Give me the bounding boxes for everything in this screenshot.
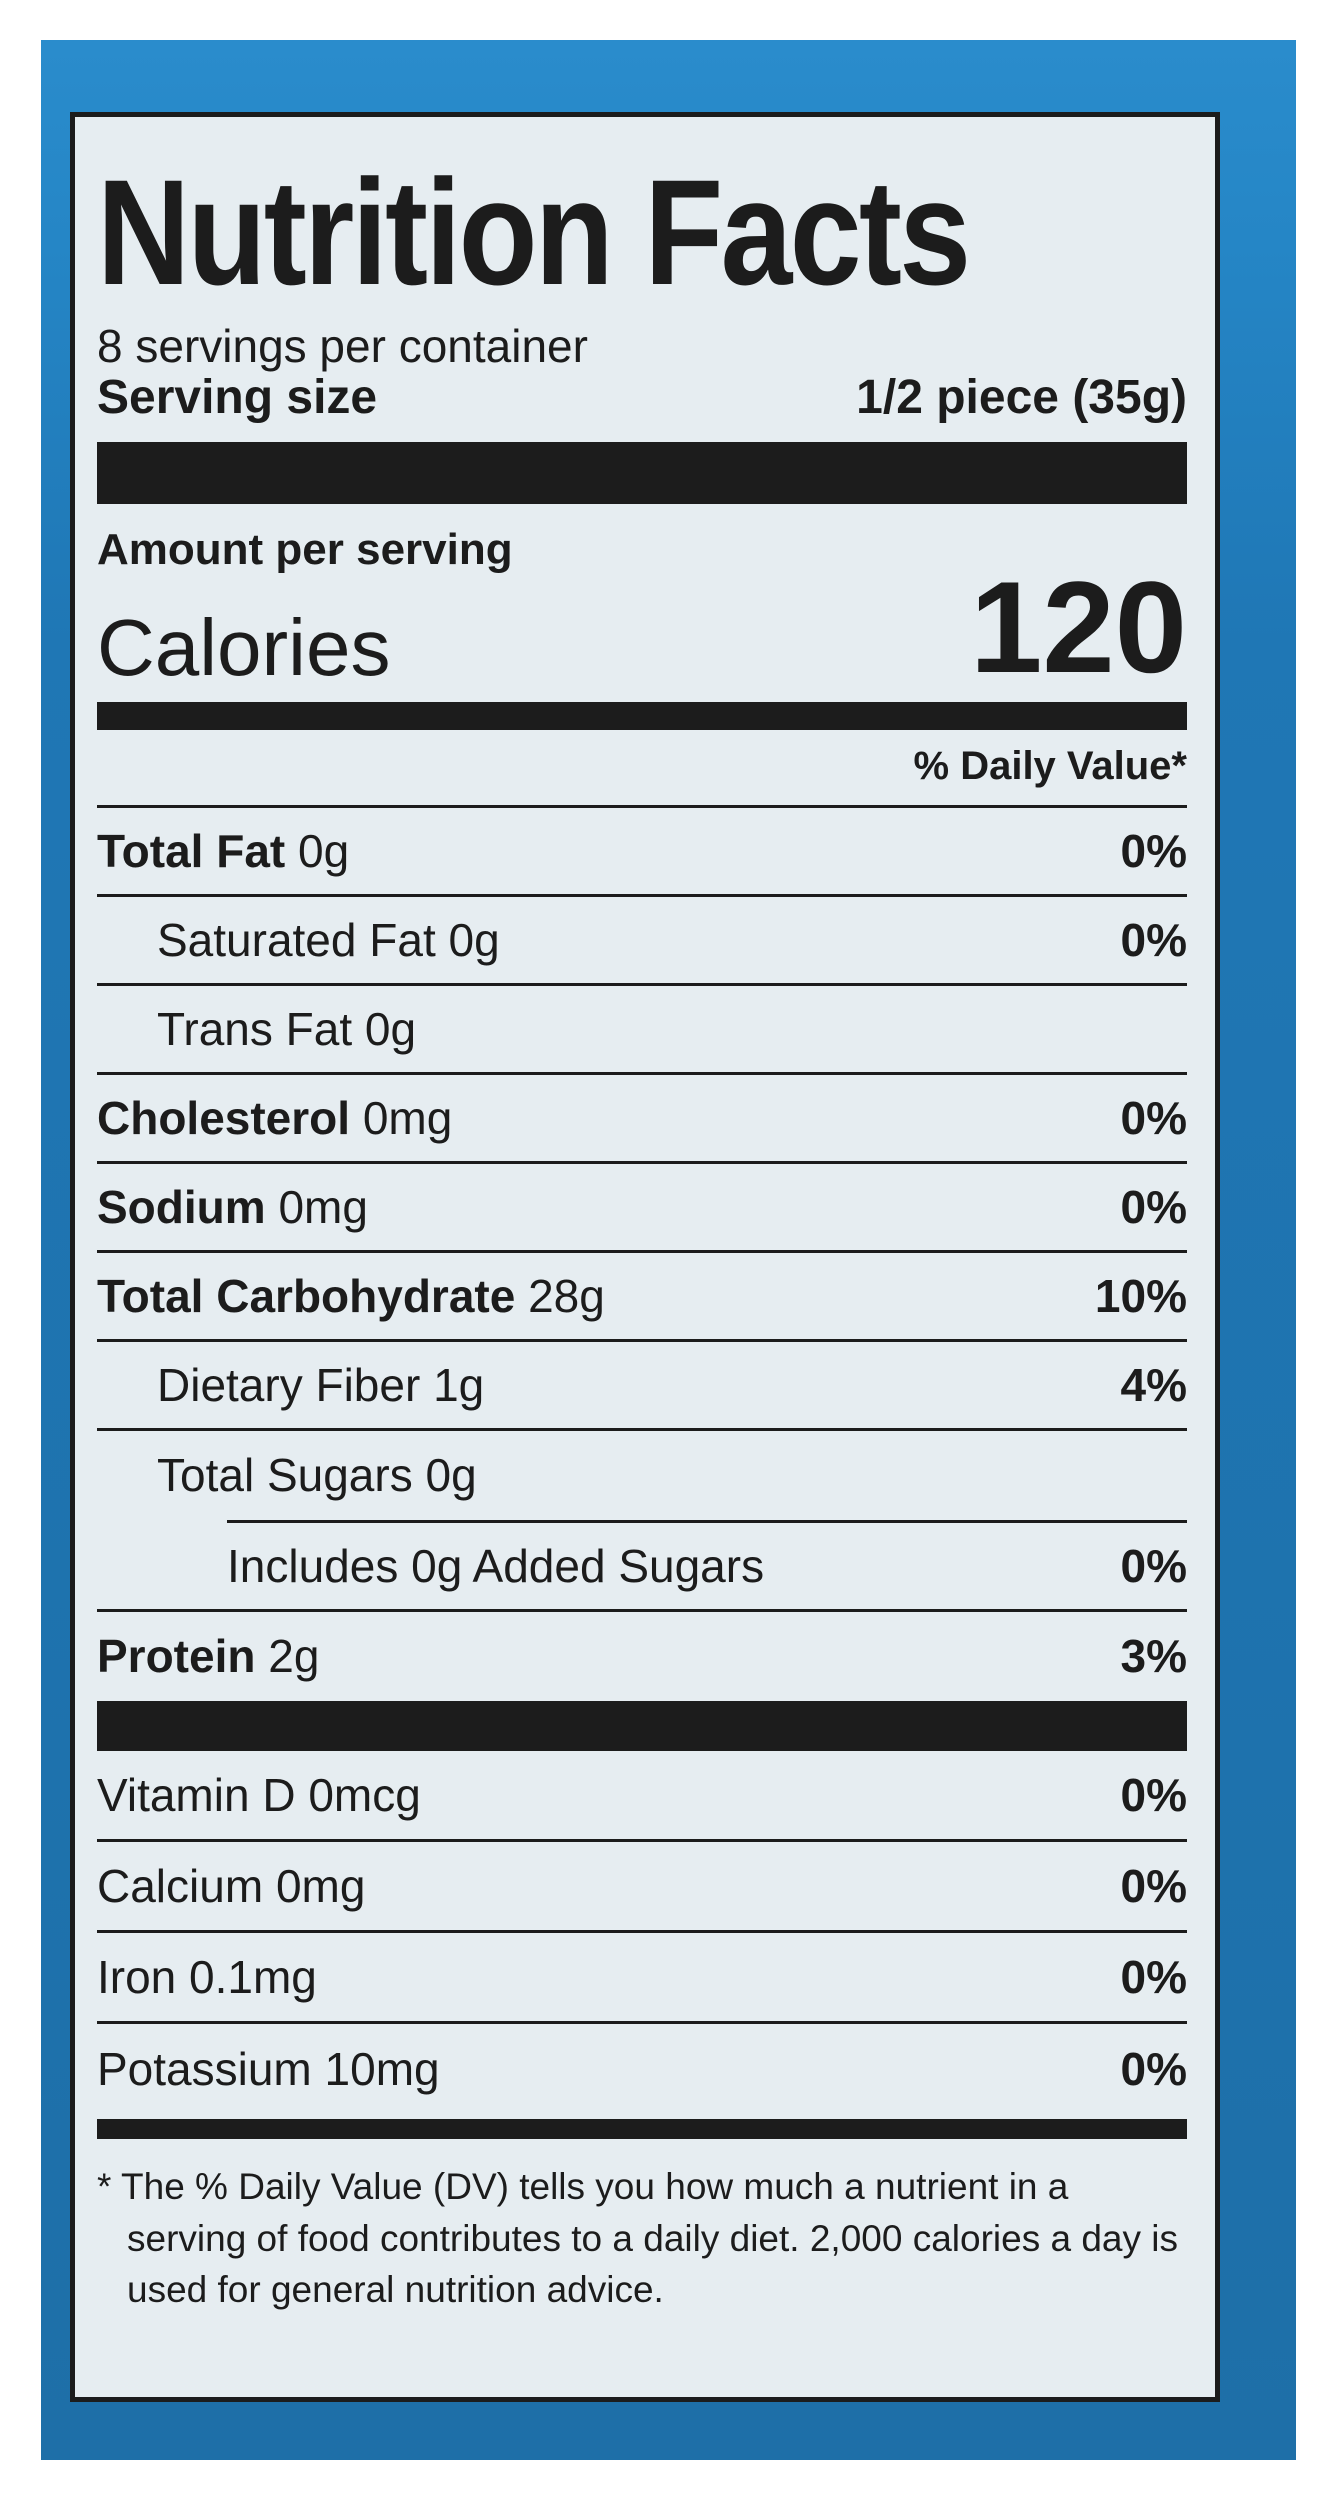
vitamin-row-vitamin-d: Vitamin D 0mcg 0%: [97, 1751, 1187, 1842]
nutrient-name: Total Sugars: [157, 1449, 413, 1502]
serving-size-value: 1/2 piece (35g): [856, 370, 1187, 424]
nutrient-amount: 0mg: [278, 1180, 368, 1233]
amount-per-serving: Amount per serving: [97, 525, 513, 575]
nutrition-facts-label: Nutrition Facts 8 servings per container…: [70, 112, 1220, 2402]
vitamin-name: Calcium: [97, 1859, 264, 1912]
nutrient-dv: 0%: [1120, 1091, 1187, 1144]
label-title: Nutrition Facts: [97, 148, 971, 316]
divider-medium: [97, 701, 1187, 730]
nutrient-row-total-carbohydrate: Total Carbohydrate 28g 10%: [97, 1253, 1187, 1342]
nutrient-name: Saturated Fat: [157, 913, 436, 966]
serving-size-row: Serving size 1/2 piece (35g): [97, 370, 1187, 425]
nutrient-amount: 0g: [448, 913, 500, 966]
nutrient-amount: 0g: [298, 824, 350, 877]
vitamin-amount: 10mg: [324, 2043, 440, 2096]
calories-value: 120: [970, 554, 1187, 701]
nutrient-dv: 10%: [1094, 1269, 1187, 1322]
nutrient-row-total-fat: Total Fat 0g 0%: [97, 808, 1187, 897]
nutrient-row-added-sugars: Includes 0g Added Sugars 0%: [97, 1523, 1187, 1612]
vitamin-amount: 0.1mg: [189, 1950, 317, 2003]
vitamin-row-calcium: Calcium 0mg 0%: [97, 1842, 1187, 1933]
nutrient-name: Dietary Fiber: [157, 1358, 421, 1411]
divider-added-sugars: [227, 1519, 1187, 1523]
nutrient-dv: 0%: [1120, 913, 1187, 966]
footnote: * The % Daily Value (DV) tells you how m…: [97, 2165, 1178, 2311]
nutrient-dv: 0%: [1120, 824, 1187, 877]
servings-per-container: 8 servings per container: [97, 320, 588, 372]
serving-size-label: Serving size: [97, 370, 378, 424]
vitamin-amount: 0mg: [275, 1859, 366, 1912]
nutrient-row-saturated-fat: Saturated Fat 0g 0%: [97, 897, 1187, 986]
nutrient-row-total-sugars: Total Sugars 0g: [97, 1431, 1187, 1520]
vitamin-name: Potassium: [97, 2043, 312, 2096]
nutrient-dv: 4%: [1120, 1358, 1187, 1411]
calories-label: Calories: [97, 602, 391, 692]
nutrient-name: Total Fat: [97, 824, 286, 877]
vitamin-dv: 0%: [1120, 1859, 1187, 1912]
daily-value-header: % Daily Value*: [97, 730, 1187, 808]
calories-row: Calories 120: [97, 554, 1187, 701]
vitamin-dv: 0%: [1120, 2043, 1187, 2096]
nutrient-amount: 0mg: [362, 1091, 453, 1144]
nutrient-dv: 0%: [1120, 1539, 1187, 1592]
vitamin-row-iron: Iron 0.1mg 0%: [97, 1933, 1187, 2024]
vitamin-amount: 0mcg: [308, 1768, 421, 1821]
vitamin-name: Vitamin D: [97, 1768, 296, 1821]
vitamin-dv: 0%: [1120, 1950, 1187, 2003]
divider-thick: [97, 442, 1187, 505]
nutrient-row-sodium: Sodium 0mg 0%: [97, 1164, 1187, 1253]
nutrient-row-dietary-fiber: Dietary Fiber 1g 4%: [97, 1342, 1187, 1431]
nutrient-amount: 28g: [528, 1269, 605, 1322]
vitamin-dv: 0%: [1120, 1768, 1187, 1821]
nutrient-dv: 3%: [1120, 1630, 1187, 1683]
nutrient-name: Protein: [97, 1630, 256, 1683]
nutrient-amount: 1g: [433, 1358, 485, 1411]
nutrient-amount: 2g: [268, 1630, 320, 1683]
nutrient-name: Total Carbohydrate: [97, 1269, 516, 1322]
nutrient-row-cholesterol: Cholesterol 0mg 0%: [97, 1075, 1187, 1164]
nutrient-name: Includes 0g Added Sugars: [227, 1539, 765, 1592]
nutrient-row-trans-fat: Trans Fat 0g: [97, 986, 1187, 1075]
nutrient-name: Sodium: [97, 1180, 266, 1233]
nutrient-row-protein: Protein 2g 3%: [97, 1612, 1187, 1701]
nutrient-amount: 0g: [364, 1002, 417, 1055]
nutrient-dv: 0%: [1120, 1180, 1187, 1233]
vitamin-row-potassium: Potassium 10mg 0%: [97, 2024, 1187, 2115]
nutrient-amount: 0g: [425, 1449, 477, 1502]
nutrient-name: Trans Fat: [157, 1002, 353, 1055]
divider-thick-vitamins: [97, 1700, 1187, 1751]
nutrient-name: Cholesterol: [97, 1091, 351, 1144]
vitamin-name: Iron: [97, 1950, 177, 2003]
divider-footnote: [97, 2118, 1187, 2139]
